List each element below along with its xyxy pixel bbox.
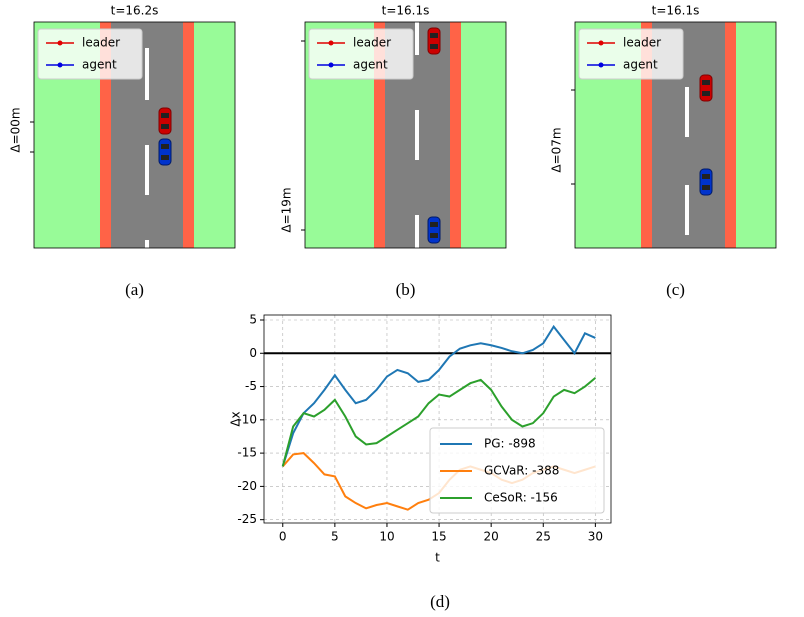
car bbox=[158, 138, 172, 166]
y-tick-label: -5 bbox=[245, 379, 257, 393]
y-tick-label: -25 bbox=[237, 512, 257, 526]
curb bbox=[100, 22, 111, 248]
caption: (a) bbox=[125, 280, 144, 299]
lane-dash bbox=[145, 240, 149, 248]
x-tick-label: 0 bbox=[279, 530, 287, 544]
car-window bbox=[702, 91, 710, 96]
curb bbox=[725, 22, 736, 248]
lane-dash bbox=[415, 22, 419, 55]
series-line bbox=[281, 377, 597, 467]
legend-label: agent bbox=[82, 58, 117, 72]
x-tick-label: 10 bbox=[379, 530, 394, 544]
y-tick-label: -10 bbox=[237, 412, 257, 426]
legend-label: CeSoR: -156 bbox=[484, 491, 558, 505]
legend-box bbox=[308, 28, 414, 80]
car-window bbox=[702, 185, 710, 190]
x-axis-label: t bbox=[435, 551, 440, 565]
car bbox=[427, 216, 441, 244]
y-tick-label: 0 bbox=[249, 346, 257, 360]
series-line bbox=[281, 324, 596, 467]
x-tick-label: 25 bbox=[536, 530, 551, 544]
panel-title: t=16.1s bbox=[652, 4, 700, 18]
car-window bbox=[161, 155, 169, 160]
y-tick-label: 5 bbox=[249, 312, 257, 326]
legend-box bbox=[429, 427, 605, 514]
axes-frame bbox=[574, 21, 777, 249]
curb bbox=[450, 22, 461, 248]
caption: (c) bbox=[666, 280, 685, 299]
legend-box bbox=[37, 28, 143, 80]
car-window bbox=[430, 44, 438, 49]
legend-label: leader bbox=[82, 36, 120, 50]
car bbox=[427, 27, 441, 55]
legend-box bbox=[578, 28, 684, 80]
panel-ylabel: Δ=07m bbox=[550, 127, 564, 172]
axes-frame bbox=[263, 314, 612, 524]
car-window bbox=[702, 174, 710, 179]
x-tick-label: 20 bbox=[484, 530, 499, 544]
curb bbox=[374, 22, 385, 248]
legend-label: PG: -898 bbox=[484, 437, 536, 451]
legend-marker bbox=[328, 62, 334, 68]
lane-dash bbox=[415, 215, 419, 248]
lane-dash bbox=[685, 87, 689, 137]
car-window bbox=[161, 144, 169, 149]
panel-ylabel: Δ=00m bbox=[9, 107, 23, 152]
caption: (d) bbox=[430, 592, 450, 611]
panel-title: t=16.2s bbox=[111, 4, 159, 18]
y-tick-label: -20 bbox=[237, 479, 257, 493]
y-tick-label: -15 bbox=[237, 446, 257, 460]
x-tick-label: 5 bbox=[331, 530, 339, 544]
panel-title: t=16.1s bbox=[382, 4, 430, 18]
axes-frame bbox=[33, 21, 236, 249]
car-window bbox=[430, 222, 438, 227]
car bbox=[699, 168, 713, 196]
lane-dash bbox=[145, 48, 149, 100]
car-window bbox=[430, 233, 438, 238]
car-window bbox=[161, 113, 169, 118]
legend-marker bbox=[57, 62, 63, 68]
legend-label: agent bbox=[353, 58, 388, 72]
caption: (b) bbox=[396, 280, 416, 299]
car-window bbox=[702, 80, 710, 85]
car bbox=[699, 74, 713, 102]
curb bbox=[183, 22, 194, 248]
legend-marker bbox=[328, 40, 334, 46]
panel-ylabel: Δ=19m bbox=[280, 187, 294, 232]
legend-marker bbox=[57, 40, 63, 46]
x-tick-label: 15 bbox=[431, 530, 446, 544]
legend-label: GCVaR: -388 bbox=[484, 464, 559, 478]
lane-dash bbox=[145, 145, 149, 195]
legend-marker bbox=[598, 40, 604, 46]
legend-label: leader bbox=[623, 36, 661, 50]
legend-label: agent bbox=[623, 58, 658, 72]
car bbox=[158, 107, 172, 135]
legend-marker bbox=[598, 62, 604, 68]
lane-dash bbox=[415, 110, 419, 160]
car-window bbox=[430, 33, 438, 38]
curb bbox=[641, 22, 652, 248]
x-tick-label: 30 bbox=[588, 530, 603, 544]
car-window bbox=[161, 124, 169, 129]
y-axis-label: Δx bbox=[229, 411, 243, 426]
lane-dash bbox=[685, 185, 689, 235]
axes-frame bbox=[304, 21, 507, 249]
legend-label: leader bbox=[353, 36, 391, 50]
